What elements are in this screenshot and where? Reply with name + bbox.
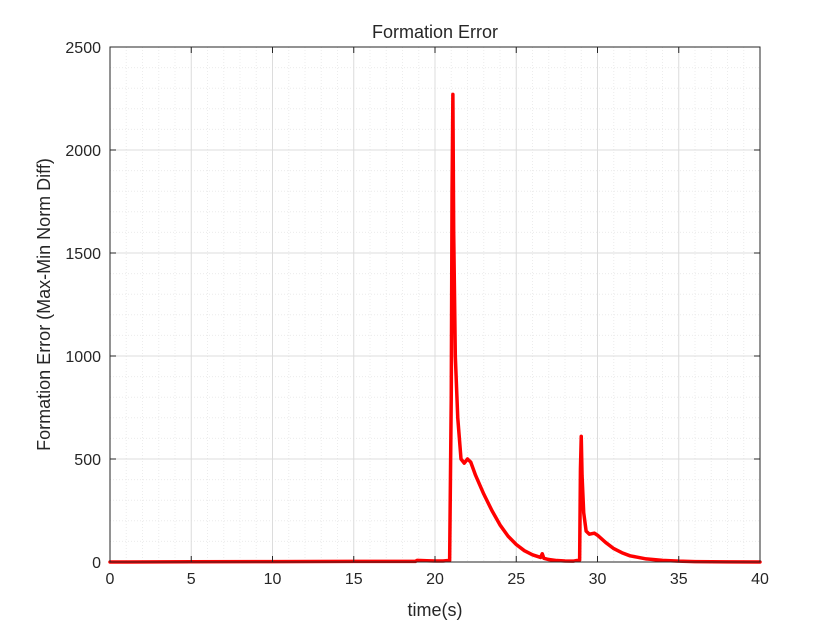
x-tick-label: 30 <box>589 571 607 588</box>
x-tick-label: 40 <box>751 571 769 588</box>
y-axis-ticks: 0 500 1000 1500 2000 2500 <box>65 40 760 572</box>
x-tick-label: 35 <box>670 571 688 588</box>
x-tick-label: 10 <box>264 571 282 588</box>
x-tick-label: 20 <box>426 571 444 588</box>
y-tick-label: 2500 <box>65 40 101 57</box>
series-layer <box>108 92 762 564</box>
chart-title: Formation Error <box>372 22 498 42</box>
series-line <box>108 92 762 564</box>
y-axis-label: Formation Error (Max-Min Norm Diff) <box>34 158 54 451</box>
y-tick-label: 2000 <box>65 143 101 160</box>
y-tick-label: 0 <box>92 555 101 572</box>
x-tick-label: 25 <box>507 571 525 588</box>
x-tick-label: 15 <box>345 571 363 588</box>
y-tick-label: 1000 <box>65 349 101 366</box>
x-axis-label: time(s) <box>408 600 463 620</box>
y-tick-label: 1500 <box>65 246 101 263</box>
x-tick-label: 0 <box>106 571 115 588</box>
y-tick-label: 500 <box>74 452 101 469</box>
x-tick-label: 5 <box>187 571 196 588</box>
x-axis-ticks: 0 5 10 15 20 25 30 35 40 <box>106 47 769 588</box>
